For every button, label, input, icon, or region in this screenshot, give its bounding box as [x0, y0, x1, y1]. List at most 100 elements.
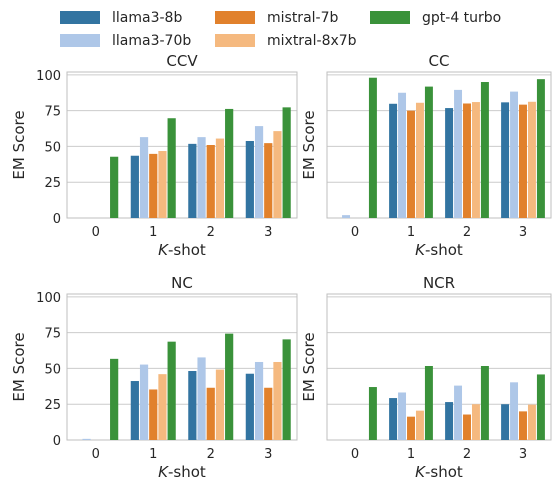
y-axis-label: EM Score [10, 110, 28, 179]
legend-label: gpt-4 turbo [422, 10, 501, 26]
bar-llama3-8b-k2 [445, 402, 454, 440]
bar-gpt-4-turbo-k1 [167, 118, 176, 218]
bar-mistral-7b-k2 [206, 145, 215, 218]
bar-llama3-70b-k2 [197, 357, 206, 440]
bar-mistral-7b-k1 [149, 153, 158, 218]
x-tick-label: 2 [207, 225, 215, 240]
chart-title: NCR [423, 274, 455, 292]
bar-llama3-70b-k2 [454, 385, 463, 440]
x-axis-label: K-shot [158, 463, 206, 481]
bar-llama3-8b-k3 [501, 102, 510, 218]
bar-llama3-70b-k1 [139, 364, 149, 440]
bar-gpt-4-turbo-k2 [480, 82, 489, 218]
y-tick-label: 75 [44, 327, 61, 342]
bar-llama3-70b-k3 [254, 361, 264, 440]
x-tick-label: 3 [519, 447, 527, 462]
bar-llama3-8b-k3 [501, 404, 510, 440]
y-tick-label: 25 [44, 176, 61, 191]
bar-gpt-4-turbo-k0 [110, 358, 119, 440]
bar-llama3-70b-k1 [139, 137, 149, 218]
bar-mistral-7b-k3 [264, 387, 273, 440]
x-tick-label: 2 [463, 447, 471, 462]
bar-gpt-4-turbo-k3 [282, 339, 291, 440]
bar-gpt-4-turbo-k3 [282, 107, 291, 218]
x-tick-label: 0 [351, 225, 359, 240]
legend-entry: mistral-7b [215, 10, 338, 26]
x-axis-label-suffix: -shot [168, 463, 206, 481]
legend-swatch [370, 11, 410, 24]
legend-entry: gpt-4 turbo [370, 10, 501, 26]
y-tick-label: 100 [36, 69, 61, 84]
bar-gpt-4-turbo-k0 [368, 77, 377, 218]
bar-gpt-4-turbo-k3 [536, 374, 545, 440]
bar-llama3-8b-k3 [245, 373, 254, 440]
bar-llama3-8b-k1 [389, 103, 398, 218]
bar-mistral-7b-k1 [149, 389, 158, 440]
x-tick-label: 1 [407, 447, 415, 462]
x-axis-label-variable: K [158, 463, 169, 481]
bar-mistral-7b-k2 [463, 414, 471, 440]
bar-mixtral-8x7b-k1 [158, 374, 167, 440]
bar-mixtral-8x7b-k1 [415, 102, 424, 218]
bar-llama3-8b-k2 [445, 108, 454, 218]
bar-llama3-70b-k0 [342, 215, 351, 218]
bar-gpt-4-turbo-k0 [368, 387, 377, 440]
bar-llama3-8b-k2 [188, 143, 197, 218]
bar-gpt-4-turbo-k1 [424, 365, 433, 440]
bar-mixtral-8x7b-k2 [215, 138, 225, 218]
x-tick-label: 0 [92, 225, 100, 240]
y-tick-label: 100 [36, 291, 61, 306]
bar-mistral-7b-k1 [407, 416, 415, 440]
bar-mistral-7b-k2 [206, 387, 215, 440]
x-axis-label-suffix: -shot [425, 463, 463, 481]
x-axis-label-suffix: -shot [425, 241, 463, 259]
bar-llama3-70b-k2 [454, 89, 463, 219]
bar-gpt-4-turbo-k0 [110, 156, 119, 218]
bar-gpt-4-turbo-k2 [225, 333, 234, 440]
legend-label: llama3-70b [112, 33, 191, 49]
y-tick-label: 50 [44, 140, 61, 155]
bar-llama3-8b-k2 [188, 371, 197, 440]
legend-entry: mixtral-8x7b [215, 33, 357, 49]
x-tick-label: 0 [92, 447, 100, 462]
legend-swatch [60, 34, 100, 47]
legend-entry: llama3-70b [60, 33, 191, 49]
chart-panel-cc: 0 1 2 3 CC K-shot EM Score [300, 52, 552, 259]
x-tick-label: 2 [463, 225, 471, 240]
legend-swatch [215, 34, 255, 47]
x-tick-label: 0 [351, 447, 359, 462]
x-tick-label: 3 [264, 447, 272, 462]
chart-panel-nc: 0 25 50 75 100 0 1 2 3 NC K-shot EM Score [10, 274, 298, 481]
bar-mixtral-8x7b-k2 [471, 102, 480, 218]
legend-label: llama3-8b [112, 10, 182, 26]
y-tick-label: 50 [44, 362, 61, 377]
bar-mistral-7b-k3 [264, 143, 273, 218]
x-tick-label: 1 [149, 225, 157, 240]
chart-title: CCV [166, 52, 198, 70]
legend-swatch [215, 11, 255, 24]
x-axis-label: K-shot [415, 241, 463, 259]
legend-entry: llama3-8b [60, 10, 182, 26]
bar-gpt-4-turbo-k1 [424, 86, 433, 218]
x-axis-label: K-shot [415, 463, 463, 481]
bar-llama3-8b-k1 [389, 398, 398, 440]
bar-mistral-7b-k2 [463, 103, 471, 218]
chart-title: CC [429, 52, 450, 70]
bar-mistral-7b-k3 [519, 104, 527, 218]
bar-llama3-70b-k2 [197, 137, 206, 218]
x-tick-label: 3 [264, 225, 272, 240]
bar-llama3-70b-k3 [254, 126, 264, 218]
x-axis-label-suffix: -shot [168, 241, 206, 259]
bar-mistral-7b-k1 [407, 110, 415, 218]
bar-gpt-4-turbo-k2 [225, 108, 234, 218]
legend-label: mixtral-8x7b [267, 33, 357, 49]
bar-mixtral-8x7b-k3 [273, 131, 282, 218]
bar-mixtral-8x7b-k2 [471, 404, 480, 440]
plot-frame [66, 71, 298, 219]
bar-llama3-70b-k3 [510, 91, 519, 218]
bar-llama3-70b-k1 [398, 392, 407, 440]
bar-mixtral-8x7b-k3 [527, 101, 536, 218]
y-axis-label: EM Score [10, 332, 28, 401]
